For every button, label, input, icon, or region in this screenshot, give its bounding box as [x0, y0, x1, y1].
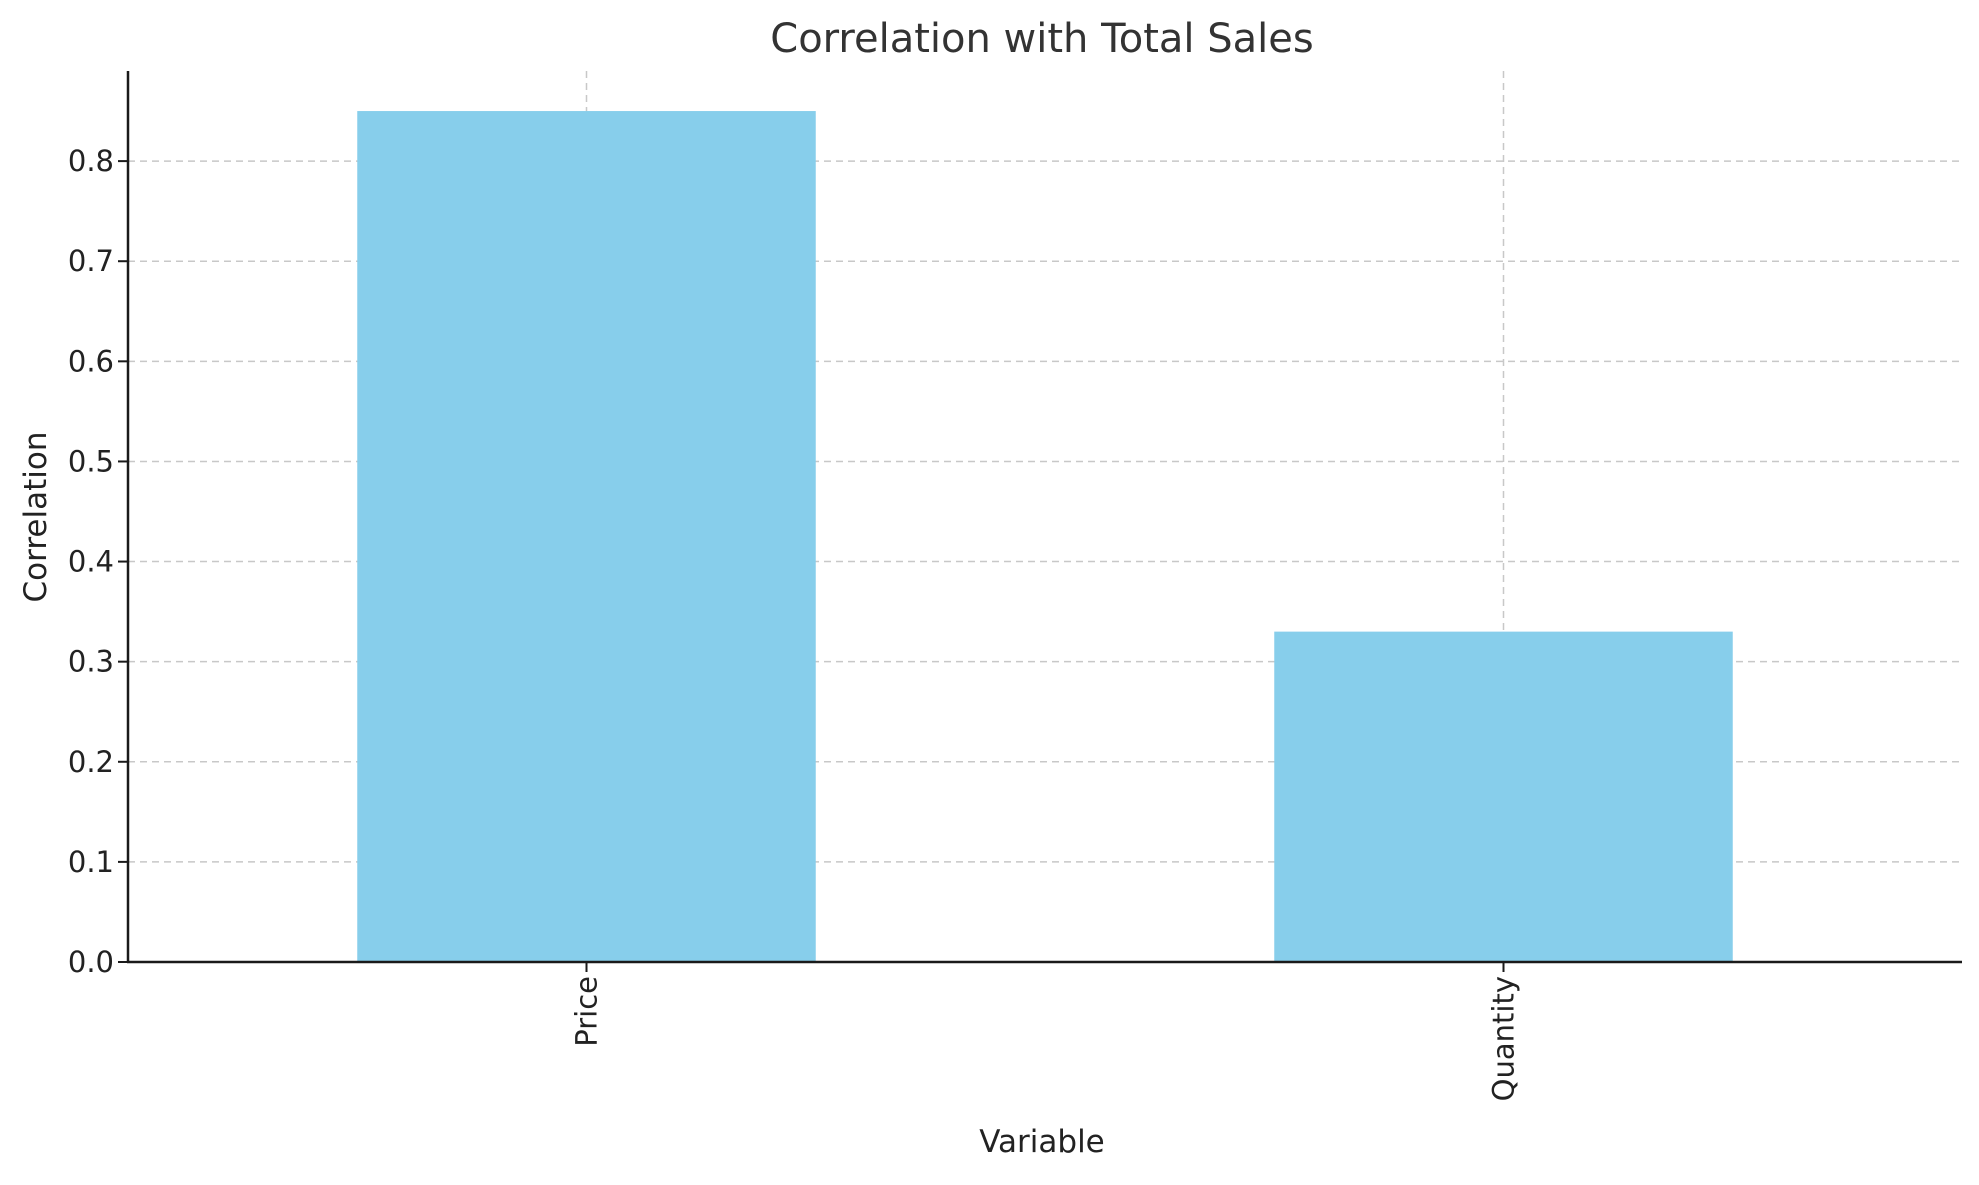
x-axis-label: Variable — [979, 1124, 1105, 1160]
chart-title: Correlation with Total Sales — [770, 16, 1313, 62]
x-tick-label: Price — [570, 976, 604, 1047]
y-tick-label: 0.2 — [68, 745, 114, 779]
y-axis-label: Correlation — [18, 432, 54, 603]
y-tick-label: 0.6 — [68, 344, 114, 378]
bar-price — [357, 111, 816, 963]
y-tick-label: 0.3 — [68, 645, 114, 679]
y-tick-label: 0.8 — [68, 144, 114, 178]
label-layer: Correlation with Total Sales Variable Co… — [18, 16, 1314, 1160]
y-tick-label: 0.7 — [68, 244, 114, 278]
bar-layer — [357, 111, 1733, 963]
x-tick-label: Quantity — [1487, 976, 1521, 1101]
y-tick-label: 0.4 — [68, 545, 114, 579]
y-tick-label: 0.0 — [68, 945, 114, 979]
y-tick-label: 0.5 — [68, 444, 114, 478]
bar-quantity — [1274, 631, 1733, 962]
y-tick-label: 0.1 — [68, 845, 114, 879]
axis-layer: 0.0 0.1 0.2 0.3 0.4 0.5 0.6 0.7 0.8 Price Quantity — [68, 71, 1962, 1101]
